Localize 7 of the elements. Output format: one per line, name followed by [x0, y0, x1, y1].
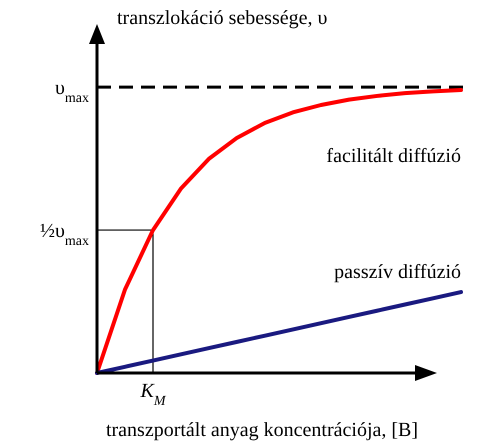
ref-line-label: υ$_{max}$	[54, 77, 89, 106]
chart-title: transzlokáció sebessége, υ	[117, 7, 328, 29]
ref-line-label: ½υ$_{max}$	[40, 220, 89, 249]
series-label: passzív diffúzió	[334, 261, 461, 284]
text: K$_{M}$	[139, 380, 167, 408]
x-axis-title: transzportált anyag koncentrációja, [B]	[106, 419, 418, 441]
text: facilitált diffúzió	[326, 145, 461, 167]
